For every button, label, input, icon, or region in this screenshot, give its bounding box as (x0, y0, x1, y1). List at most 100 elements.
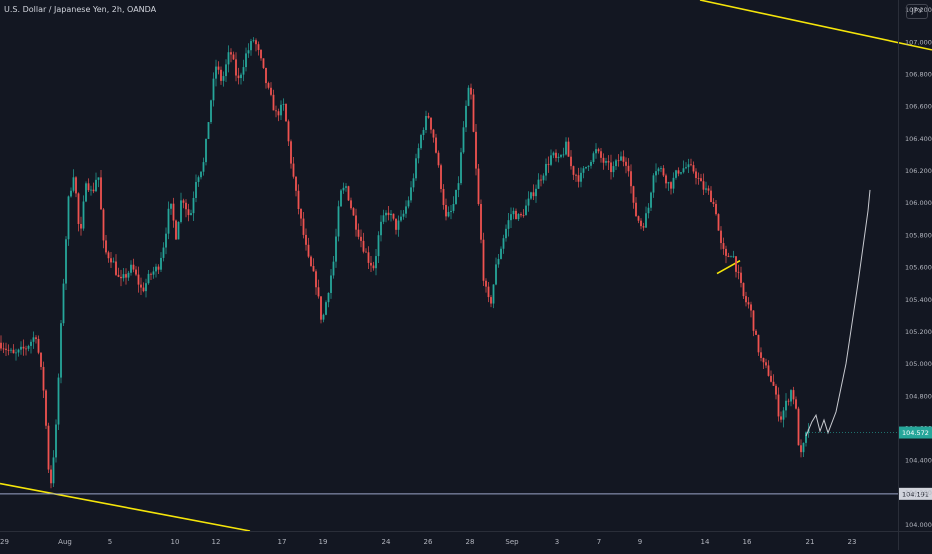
candle-body (262, 58, 265, 68)
candle-body (72, 177, 75, 191)
candle-body (275, 110, 277, 112)
candle-body (250, 41, 252, 51)
candle-body (545, 163, 547, 176)
candle-body (315, 271, 317, 288)
candle-body (550, 155, 552, 165)
support-price-label: 104.191 (902, 490, 929, 498)
candle-body (260, 49, 262, 59)
candle-body (640, 220, 642, 227)
candle-body (437, 152, 440, 166)
candle-body (592, 153, 595, 162)
candle-body (342, 187, 345, 191)
candle-body (330, 275, 332, 293)
candle-body (120, 276, 122, 279)
candle-body (157, 266, 160, 270)
candle-body (290, 141, 292, 164)
time-tick-label: 14 (701, 538, 710, 546)
candle-body (760, 352, 762, 358)
candle-body (717, 214, 720, 231)
currency-badge[interactable]: JPY (906, 4, 928, 19)
candle-body (747, 302, 750, 305)
candle-body (162, 247, 165, 258)
candle-body (302, 218, 305, 235)
candle-body (355, 215, 357, 230)
candle-body (675, 170, 677, 178)
candle-body (510, 214, 512, 221)
candle-body (460, 152, 462, 184)
candle-body (145, 283, 147, 292)
candle-body (730, 256, 732, 258)
candle-body (335, 236, 337, 262)
candle-body (265, 67, 267, 84)
candle-body (452, 203, 455, 211)
candle-body (667, 182, 670, 184)
candle-body (645, 213, 647, 228)
candle-body (160, 257, 162, 270)
candle-body (132, 264, 135, 270)
price-tick-label: 104.000 (905, 521, 932, 529)
candle-body (702, 181, 705, 190)
candle-body (490, 297, 492, 304)
candle-body (80, 223, 82, 229)
candle-body (210, 100, 212, 123)
candle-body (432, 129, 435, 138)
candle-body (45, 390, 47, 426)
candle-body (770, 375, 772, 382)
time-tick-label: 10 (171, 538, 180, 546)
candle-body (632, 186, 635, 203)
candle-body (127, 272, 130, 278)
candle-body (695, 171, 697, 178)
candle-body (87, 183, 90, 191)
price-tick-label: 106.800 (905, 71, 932, 79)
price-tick-label: 105.000 (905, 360, 932, 368)
candle-body (400, 216, 402, 221)
trendline[interactable] (699, 0, 932, 51)
time-tick-label: 29 (0, 538, 9, 546)
candle-body (197, 177, 200, 182)
candle-body (327, 292, 330, 303)
candle-body (710, 190, 712, 203)
time-axis[interactable]: 29 Aug 5 10 12 17 19 24 26 28 Sep 3 7 9 14 16 21 23 (0, 531, 932, 547)
candle-body (780, 416, 782, 420)
candle-body (350, 200, 352, 209)
candle-body (580, 172, 582, 182)
candle-body (340, 190, 342, 207)
candle-body (385, 212, 387, 216)
candle-body (50, 469, 52, 484)
candle-body (642, 226, 645, 228)
candle-body (482, 239, 485, 281)
candle-body (52, 457, 55, 484)
candle-body (680, 172, 682, 174)
candle-body (295, 176, 297, 191)
time-tick-label: 28 (466, 538, 475, 546)
candle-body (325, 302, 327, 315)
candle-body (172, 203, 175, 221)
trendline[interactable] (0, 482, 251, 532)
candle-body (0, 342, 2, 349)
candle-body (627, 165, 630, 172)
candle-body (585, 166, 587, 169)
candle-body (575, 174, 577, 176)
candle-body (797, 408, 800, 446)
price-tick-label: 107.200 (905, 6, 932, 14)
candle-body (535, 188, 537, 197)
candle-body (422, 129, 425, 136)
candle-body (280, 104, 282, 116)
candle-body (207, 122, 210, 139)
candle-body (430, 117, 432, 130)
time-tick-label: 3 (555, 538, 559, 546)
candle-body (222, 76, 225, 81)
candle-body (20, 346, 22, 350)
candle-body (790, 390, 792, 402)
candle-body (32, 337, 35, 342)
candles-layer (0, 37, 810, 489)
candle-body (235, 59, 237, 76)
candle-body (610, 162, 612, 173)
projection-path[interactable] (805, 189, 871, 437)
candle-body (565, 141, 567, 155)
price-axis[interactable]: 107.200 107.000 106.800 106.600 106.400 106.2… (806, 0, 932, 550)
candle-body (525, 205, 527, 216)
candle-body (85, 183, 87, 202)
